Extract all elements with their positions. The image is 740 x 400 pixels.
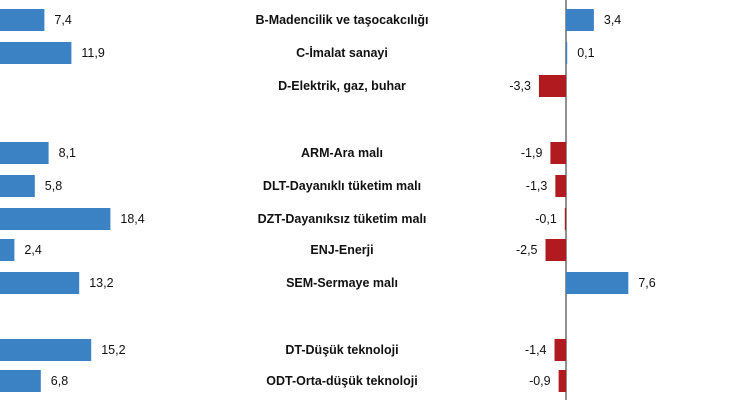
left-bar-value-label: 11,9 bbox=[81, 46, 104, 60]
category-label: DLT-Dayanıklı tüketim malı bbox=[263, 179, 421, 193]
category-label: C-İmalat sanayi bbox=[296, 45, 388, 60]
right-bar-value-label: -1,9 bbox=[521, 146, 543, 160]
left-bar-value-label: 5,8 bbox=[45, 179, 62, 193]
left-bar-value-label: 8,1 bbox=[59, 146, 76, 160]
category-label: B-Madencilik ve taşocakcılığı bbox=[256, 13, 429, 27]
category-label: ODT-Orta-düşük teknoloji bbox=[266, 374, 417, 388]
right-chart-value-labels: 3,4 0,1 -3,3 -1,9 -1,3 -0,1 -2,5 7,6 -1,4 -0,9 bbox=[509, 13, 655, 388]
right-bar bbox=[564, 208, 566, 230]
left-chart-bars bbox=[0, 9, 111, 392]
right-bar bbox=[566, 272, 629, 294]
left-bar bbox=[0, 339, 92, 361]
category-label: DZT-Dayanıksız tüketim malı bbox=[258, 212, 427, 226]
left-bar-value-label: 13,2 bbox=[89, 276, 113, 290]
right-bar bbox=[550, 142, 566, 164]
category-labels: B-Madencilik ve taşocakcılığı C-İmalat sa… bbox=[256, 13, 429, 388]
right-bar bbox=[555, 175, 566, 197]
left-bar bbox=[0, 9, 45, 31]
right-bar-value-label: 3,4 bbox=[604, 13, 621, 27]
right-bar bbox=[545, 239, 566, 261]
right-bar-value-label: -0,1 bbox=[535, 212, 557, 226]
left-bar bbox=[0, 142, 49, 164]
right-bar-value-label: -1,4 bbox=[525, 343, 547, 357]
left-bar bbox=[0, 175, 35, 197]
right-bar-value-label: -1,3 bbox=[526, 179, 548, 193]
left-bar-value-label: 18,4 bbox=[120, 212, 144, 226]
left-bar-value-label: 15,2 bbox=[101, 343, 125, 357]
category-label: ENJ-Enerji bbox=[310, 243, 373, 257]
right-bar bbox=[554, 339, 566, 361]
right-bar bbox=[566, 42, 568, 64]
right-bar-value-label: -0,9 bbox=[529, 374, 551, 388]
left-bar bbox=[0, 272, 80, 294]
left-bar bbox=[0, 208, 111, 230]
right-bar bbox=[558, 370, 566, 392]
left-bar-value-label: 2,4 bbox=[24, 243, 41, 257]
category-label: SEM-Sermaye malı bbox=[286, 276, 398, 290]
right-bar-value-label: -2,5 bbox=[516, 243, 538, 257]
right-bar-value-label: 7,6 bbox=[638, 276, 655, 290]
right-chart-bars bbox=[538, 9, 629, 392]
left-bar bbox=[0, 42, 72, 64]
category-label: D-Elektrik, gaz, buhar bbox=[278, 79, 406, 93]
left-chart-value-labels: 7,4 11,9 8,1 5,8 18,4 2,4 13,2 15,2 6,8 bbox=[24, 13, 144, 388]
left-bar bbox=[0, 370, 41, 392]
right-bar bbox=[566, 9, 594, 31]
left-bar-value-label: 7,4 bbox=[54, 13, 71, 27]
left-bar-value-label: 6,8 bbox=[51, 374, 68, 388]
right-bar bbox=[538, 75, 566, 97]
category-label: DT-Düşük teknoloji bbox=[285, 343, 398, 357]
right-bar-value-label: -3,3 bbox=[509, 79, 531, 93]
category-label: ARM-Ara malı bbox=[301, 146, 383, 160]
left-bar bbox=[0, 239, 15, 261]
right-bar-value-label: 0,1 bbox=[577, 46, 594, 60]
